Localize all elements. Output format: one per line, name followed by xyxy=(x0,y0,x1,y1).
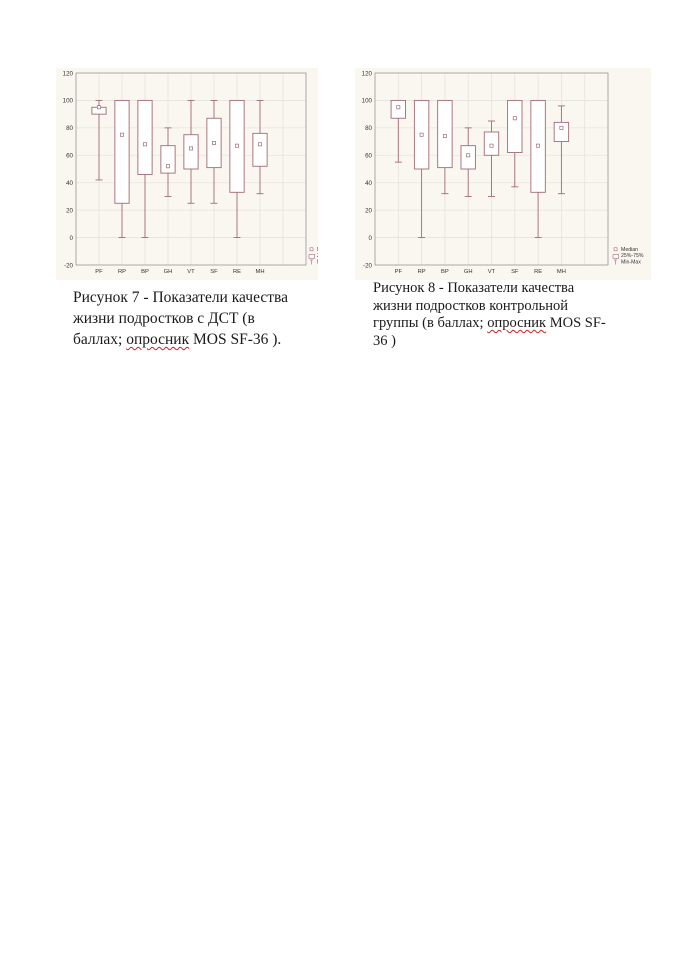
caption-line: группы (в баллах; опросник MOS SF- xyxy=(373,315,635,333)
x-tick-label: PF xyxy=(95,269,103,275)
y-tick-label: 60 xyxy=(66,153,73,160)
x-tick-label: MH xyxy=(255,269,264,275)
figure-8-chart: -20 0 20 40 60 80 100 120 PF RP BP GH VT SF RE MH Median… xyxy=(355,68,651,280)
median-marker xyxy=(559,125,564,130)
misspelled-word: опросник xyxy=(126,331,190,348)
legend-label: Median xyxy=(621,247,638,253)
x-tick-label: SF xyxy=(511,269,519,275)
y-tick-label: 20 xyxy=(66,207,73,214)
caption-line: Рисунок 7 - Показатели качества xyxy=(73,289,288,306)
median-marker xyxy=(512,116,517,121)
legend-label: 25%-75% xyxy=(621,253,644,259)
caption-line: 36 ) xyxy=(373,332,396,349)
x-tick-label: RE xyxy=(534,269,542,275)
chart-background xyxy=(355,68,651,280)
iqr-box xyxy=(460,145,476,170)
figure-7-caption: Рисунок 7 - Показатели качества жизни по… xyxy=(73,287,335,350)
boxplot-chart-1: -20 0 20 40 60 80 100 120 PF RP BP GH VT SF RE MH Median… xyxy=(56,68,318,280)
y-tick-label: 120 xyxy=(63,70,74,77)
iqr-box xyxy=(507,99,523,153)
legend-label: Min-Max xyxy=(317,260,318,266)
plot-frame xyxy=(75,72,307,266)
x-tick-label: VT xyxy=(488,269,496,275)
y-tick-label: 80 xyxy=(66,125,73,132)
caption-line: жизни подростков с ДСТ (в xyxy=(73,310,255,327)
caption-text: MOS SF-36 ). xyxy=(189,331,282,348)
figure-8-caption: Рисунок 8 - Показатели качества жизни по… xyxy=(373,280,635,350)
caption-text: баллах; xyxy=(73,331,127,348)
median-marker xyxy=(212,140,216,145)
median-marker xyxy=(536,143,541,148)
x-tick-label: VT xyxy=(187,269,195,275)
figure-7-chart: -20 0 20 40 60 80 100 120 PF RP BP GH VT SF RE MH Median… xyxy=(56,68,318,280)
x-tick-label: SF xyxy=(210,269,218,275)
iqr-box xyxy=(553,121,570,143)
legend-label: Median xyxy=(317,247,318,253)
iqr-box xyxy=(160,145,176,174)
median-marker xyxy=(143,142,147,147)
iqr-box xyxy=(390,99,406,119)
median-marker xyxy=(235,143,239,148)
median-marker xyxy=(120,132,124,137)
y-tick-label: 80 xyxy=(365,125,372,132)
boxplot-chart-2: -20 0 20 40 60 80 100 120 PF RP BP GH VT SF RE MH Median… xyxy=(355,68,651,280)
x-tick-label: RP xyxy=(118,269,126,275)
median-marker xyxy=(166,164,170,169)
x-tick-label: BP xyxy=(441,269,449,275)
x-tick-label: MH xyxy=(557,269,566,275)
median-marker xyxy=(396,105,401,110)
iqr-box xyxy=(483,131,500,156)
legend-label: 25%-75% xyxy=(317,253,318,259)
median-marker xyxy=(466,153,471,158)
median-marker xyxy=(258,142,262,147)
y-tick-label: 100 xyxy=(63,98,74,105)
iqr-box xyxy=(252,132,268,167)
x-tick-label: GH xyxy=(164,269,173,275)
y-tick-label: -20 xyxy=(363,262,373,269)
x-tick-label: RE xyxy=(233,269,241,275)
legend-median-symbol xyxy=(309,247,314,252)
y-tick-label: 120 xyxy=(362,70,373,77)
y-tick-label: 40 xyxy=(365,180,372,187)
median-marker xyxy=(489,143,494,148)
iqr-box xyxy=(183,134,199,170)
y-tick-label: 0 xyxy=(70,235,74,242)
legend-label: Min-Max xyxy=(621,260,641,266)
caption-text: MOS SF- xyxy=(546,315,606,332)
caption-line: баллах; опросник MOS SF-36 ). xyxy=(73,329,335,350)
caption-text: группы (в баллах; xyxy=(373,315,488,332)
iqr-box xyxy=(114,99,130,204)
iqr-box xyxy=(437,99,453,169)
y-tick-label: 100 xyxy=(362,98,373,105)
median-marker xyxy=(419,132,424,137)
legend-box-symbol xyxy=(612,254,619,259)
chart-background xyxy=(56,68,318,280)
y-tick-label: -20 xyxy=(64,262,74,269)
x-tick-label: PF xyxy=(395,269,403,275)
median-marker xyxy=(97,105,101,110)
median-marker xyxy=(442,134,447,139)
y-tick-label: 20 xyxy=(365,207,372,214)
iqr-box xyxy=(137,99,153,175)
y-tick-label: 40 xyxy=(66,180,73,187)
caption-line: жизни подростков контрольной xyxy=(373,297,569,314)
y-tick-label: 0 xyxy=(369,235,373,242)
y-tick-label: 60 xyxy=(365,153,372,160)
x-tick-label: BP xyxy=(141,269,149,275)
legend-box-symbol xyxy=(308,254,315,259)
x-tick-label: GH xyxy=(464,269,473,275)
median-marker xyxy=(189,146,193,151)
plot-frame xyxy=(374,72,609,266)
legend-median-symbol xyxy=(613,247,618,252)
x-tick-label: RP xyxy=(418,269,426,275)
caption-line: Рисунок 8 - Показатели качества xyxy=(373,280,575,296)
misspelled-word: опросник xyxy=(487,315,547,332)
